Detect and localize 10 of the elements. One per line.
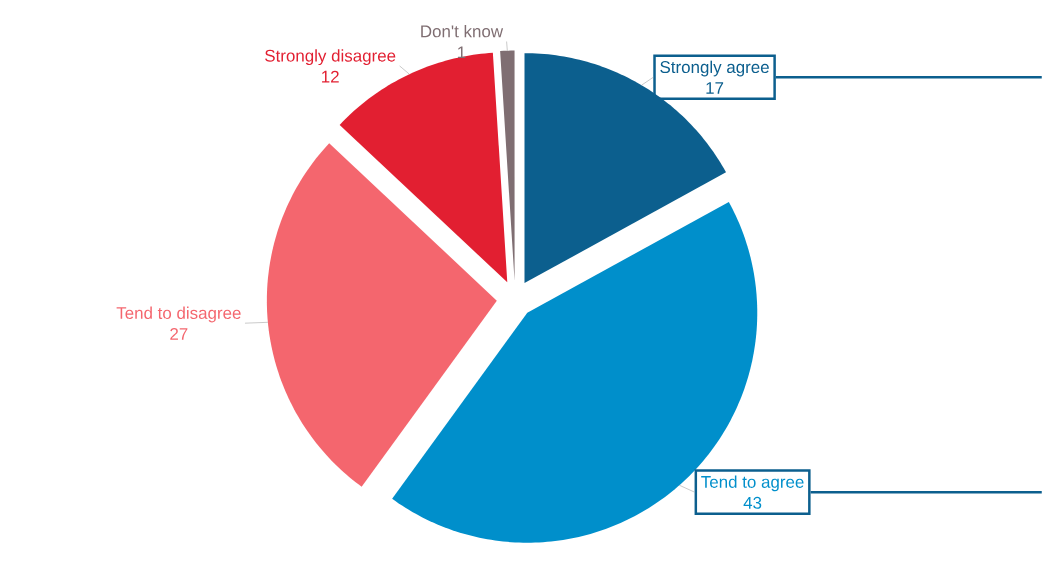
slice-label: Strongly disagree bbox=[265, 49, 396, 66]
slice-label: Strongly agree bbox=[660, 60, 769, 77]
data-label: 12 bbox=[322, 70, 339, 83]
slice-label: Don't know bbox=[421, 24, 504, 38]
slice-label: Tend to disagree bbox=[116, 306, 241, 323]
slice-label: Tend to agree bbox=[701, 475, 804, 492]
data-label: 17 bbox=[706, 82, 724, 94]
data-label: 27 bbox=[170, 328, 188, 340]
data-label: 1 bbox=[458, 46, 466, 59]
data-label: 43 bbox=[743, 496, 762, 509]
